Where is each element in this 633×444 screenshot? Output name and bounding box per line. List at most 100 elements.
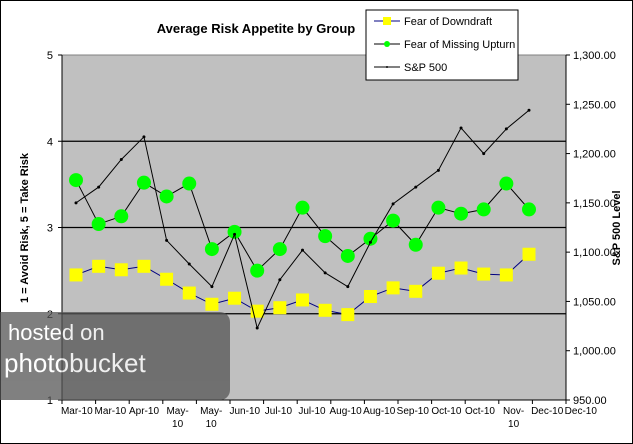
- data-point-downdraft: [273, 301, 287, 315]
- legend-label-2: S&P 500: [404, 62, 447, 74]
- legend-label-0: Fear of Downdraft: [404, 16, 492, 28]
- watermark-line1: hosted on: [8, 320, 105, 345]
- x-tick-label: Apr-10: [128, 406, 159, 417]
- y2-tick-label: 1,300.00: [573, 50, 616, 62]
- data-point-sp500: [527, 108, 531, 112]
- legend-marker-square: [383, 17, 391, 25]
- y-tick-label: 5: [47, 50, 53, 62]
- data-point-missing-upturn: [408, 237, 423, 252]
- data-point-sp500: [74, 201, 78, 205]
- data-point-missing-upturn: [499, 176, 514, 191]
- data-point-missing-upturn: [136, 175, 151, 190]
- data-point-downdraft: [477, 267, 491, 281]
- data-point-downdraft: [318, 303, 332, 317]
- legend-label-1: Fear of Missing Upturn: [404, 39, 515, 51]
- legend: Fear of Downdraft Fear of Missing Upturn S…: [365, 9, 519, 81]
- data-point-sp500: [187, 262, 191, 266]
- x-tick-label: Aug-10: [363, 406, 396, 417]
- data-point-downdraft: [296, 293, 309, 307]
- data-point-sp500: [278, 278, 282, 282]
- data-point-sp500: [97, 185, 101, 189]
- x-tick-label: May-10: [166, 406, 189, 430]
- data-point-sp500: [436, 168, 440, 172]
- x-tick-label: Jul-10: [264, 406, 293, 417]
- x-tick-label: Mar-10: [60, 406, 93, 417]
- data-point-missing-upturn: [250, 263, 265, 278]
- y-tick-label: 1: [47, 395, 53, 407]
- y2-tick-label: 1,150.00: [573, 198, 616, 210]
- chart-title: Average Risk Appetite by Group: [157, 21, 355, 36]
- data-point-sp500: [233, 232, 237, 236]
- legend-marker-dot: [386, 66, 388, 68]
- y-tick-label: 3: [47, 223, 53, 235]
- y2-tick-label: 1,050.00: [573, 296, 616, 308]
- data-point-downdraft: [182, 286, 196, 300]
- data-point-sp500: [504, 127, 508, 131]
- legend-marker-circle: [384, 41, 390, 47]
- data-point-missing-upturn: [272, 242, 287, 257]
- data-point-sp500: [414, 185, 418, 189]
- watermark-background: [0, 312, 230, 400]
- data-point-sp500: [142, 135, 146, 139]
- y2-tick-label: 1,100.00: [573, 247, 616, 259]
- data-point-missing-upturn: [318, 229, 333, 244]
- data-point-missing-upturn: [295, 200, 310, 215]
- data-point-downdraft: [454, 261, 468, 275]
- y-axis-label: 1 = Avoid Risk, 5 = Take Risk: [19, 152, 31, 303]
- data-point-downdraft: [431, 266, 445, 280]
- data-point-missing-upturn: [363, 231, 378, 246]
- data-point-downdraft: [522, 247, 536, 261]
- data-point-missing-upturn: [91, 217, 106, 232]
- data-point-downdraft: [92, 259, 106, 273]
- x-tick-label: Dec-10: [564, 406, 597, 417]
- data-point-missing-upturn: [227, 224, 242, 239]
- x-tick-label: Jul-10: [298, 406, 326, 417]
- data-point-sp500: [210, 285, 214, 289]
- y2-tick-label: 1,000.00: [573, 346, 616, 358]
- x-tick-label: Mar-10: [94, 406, 127, 417]
- x-tick-label: Jun-10: [229, 406, 261, 417]
- data-point-sp500: [323, 271, 327, 275]
- data-point-downdraft: [205, 297, 219, 311]
- data-point-sp500: [459, 126, 463, 130]
- x-tick-label: Aug-10: [329, 406, 362, 417]
- data-point-downdraft: [341, 308, 355, 322]
- data-point-missing-upturn: [159, 189, 174, 204]
- y2-axis-label: S&P 500 Level: [611, 190, 623, 265]
- photobucket-watermark: hosted on photobucket: [0, 312, 230, 400]
- x-tick-label: Oct-10: [464, 406, 495, 417]
- data-point-downdraft: [228, 291, 242, 305]
- data-point-sp500: [346, 285, 350, 289]
- data-point-downdraft: [499, 268, 513, 282]
- data-point-sp500: [255, 326, 259, 330]
- y-tick-label: 4: [47, 136, 53, 148]
- y2-tick-label: 1,250.00: [573, 99, 616, 111]
- data-point-missing-upturn: [69, 173, 83, 188]
- data-point-downdraft: [69, 268, 83, 282]
- data-point-sp500: [482, 152, 486, 156]
- data-point-missing-upturn: [114, 209, 129, 224]
- legend-box: [365, 9, 519, 81]
- x-tick-label: Dec-10: [531, 406, 564, 417]
- data-point-downdraft: [363, 290, 377, 303]
- data-point-missing-upturn: [386, 213, 401, 228]
- data-point-sp500: [119, 157, 123, 161]
- data-point-downdraft: [137, 259, 151, 273]
- data-point-downdraft: [386, 281, 400, 295]
- x-tick-label: Nov-10: [503, 406, 525, 430]
- x-tick-label: Sep-10: [396, 406, 429, 417]
- data-point-downdraft: [114, 263, 128, 277]
- x-tick-label: May-10: [200, 406, 223, 430]
- data-point-missing-upturn: [431, 200, 446, 215]
- data-point-sp500: [165, 238, 169, 242]
- data-point-missing-upturn: [204, 242, 219, 257]
- data-point-sp500: [301, 248, 304, 252]
- data-point-missing-upturn: [182, 176, 197, 191]
- data-point-downdraft: [160, 272, 174, 286]
- data-point-missing-upturn: [522, 202, 536, 217]
- y2-tick-label: 950.00: [573, 395, 607, 407]
- y2-tick-label: 1,200.00: [573, 149, 616, 161]
- data-point-sp500: [391, 202, 395, 206]
